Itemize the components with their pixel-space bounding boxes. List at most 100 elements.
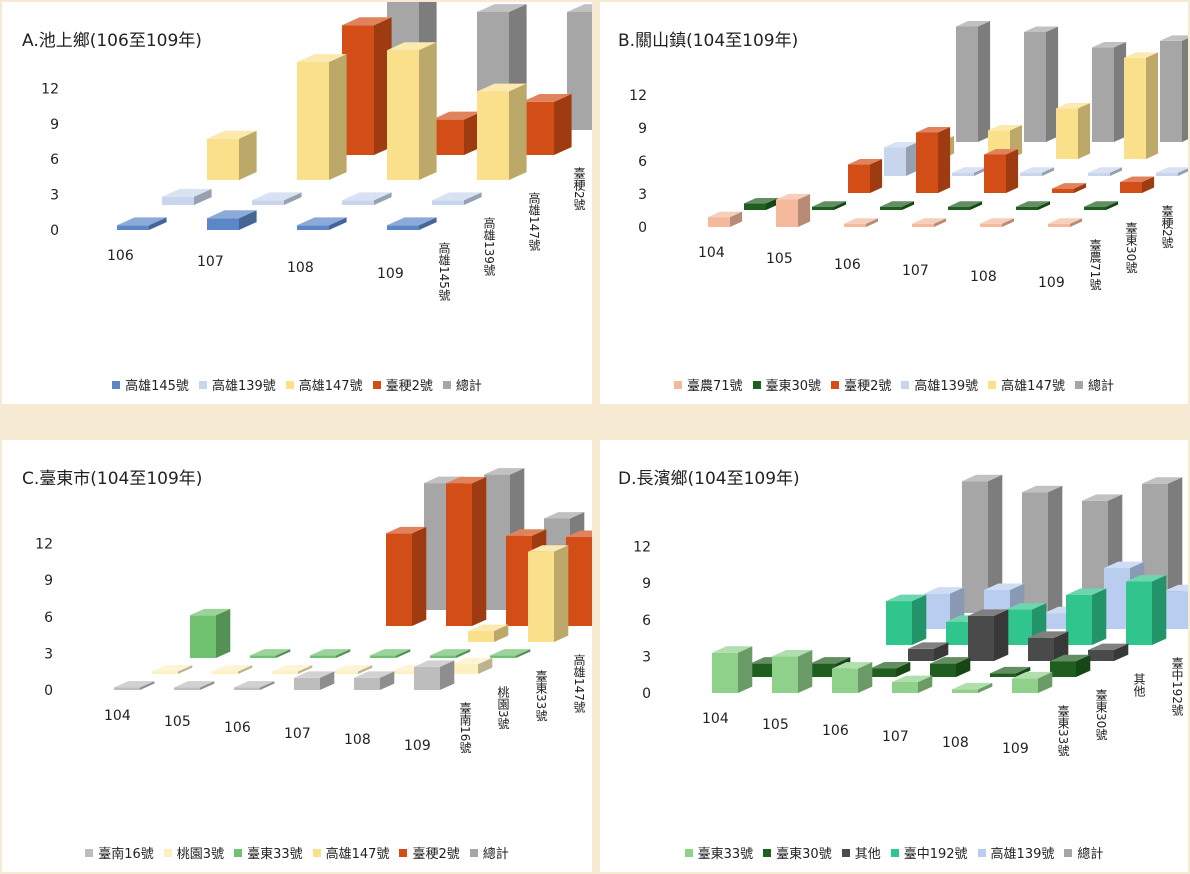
bar <box>984 149 1019 193</box>
legend-item: 總計 <box>469 843 509 862</box>
legend-label: 臺中192號 <box>903 847 968 862</box>
series-axis-label: 高雄147號 <box>572 653 586 714</box>
bar <box>212 665 253 674</box>
bar <box>912 218 947 227</box>
category-label: 105 <box>164 714 191 730</box>
bar <box>1160 35 1188 142</box>
bar <box>962 474 1003 613</box>
category-label: 105 <box>762 717 789 733</box>
legend-swatch <box>890 848 899 857</box>
legend-swatch <box>673 380 682 389</box>
legend-swatch <box>763 848 772 857</box>
legend-item: 臺東30號 <box>752 375 822 394</box>
bar <box>886 594 927 645</box>
bar <box>952 167 987 176</box>
bar <box>848 158 883 193</box>
legend-item: 高雄147號 <box>988 375 1065 394</box>
bar <box>1022 485 1063 613</box>
legend-label: 臺農71號 <box>686 379 743 394</box>
legend-label: 臺稉2號 <box>385 379 433 394</box>
legend-label: 總計 <box>1088 379 1115 394</box>
legend-label: 其他 <box>854 847 881 862</box>
series-axis-label: 高雄139號 <box>482 216 496 277</box>
bar <box>252 192 302 205</box>
chart-c-title: C.臺東市(104至109年) <box>22 469 203 489</box>
legend-label: 臺稉2號 <box>844 379 892 394</box>
ytick-label: 6 <box>44 610 53 626</box>
legend-label: 高雄139號 <box>990 847 1055 862</box>
legend-swatch <box>112 380 121 389</box>
chart-c-plot: 12 9 6 3 0 104 105 106 107 108 109 臺南16號 桃園3號 臺東33號 高雄… <box>35 468 592 754</box>
chart-panel-b: 129630104105106107108109臺農71號臺東30號臺稉2號高雄… <box>600 2 1188 404</box>
bar <box>1088 643 1129 661</box>
bar <box>1124 52 1159 160</box>
ytick-label: 0 <box>44 683 53 699</box>
legend-label: 高雄145號 <box>125 379 189 394</box>
legend-item: 高雄147號 <box>285 375 363 394</box>
bar <box>528 545 569 642</box>
series-axis-label: 臺東30號 <box>1124 221 1138 274</box>
bar <box>1024 26 1059 142</box>
legend-label: 臺東30號 <box>765 379 822 394</box>
series-axis-label: 臺中192號 <box>1170 656 1184 717</box>
chart-panel-a: 12 9 6 3 0 106 107 108 109 高雄145號 高雄139號 高雄147號 臺稉2號… <box>2 2 592 404</box>
bar <box>812 201 847 210</box>
ytick-label: 12 <box>629 88 647 104</box>
ytick-label: 9 <box>638 121 647 137</box>
ytick-label: 9 <box>50 117 59 133</box>
chart-b-title: B.關山鎮(104至109年) <box>618 31 799 51</box>
ytick-label: 12 <box>35 537 53 553</box>
bar <box>1052 183 1087 193</box>
bar <box>152 665 193 674</box>
chart-d-title: D.長濱鄉(104至109年) <box>618 469 800 489</box>
category-label: 104 <box>104 708 131 724</box>
bar <box>892 675 933 693</box>
legend-item: 臺中192號 <box>890 843 968 862</box>
legend-label: 高雄147號 <box>325 847 390 862</box>
ytick-label: 6 <box>50 152 59 168</box>
legend-label: 總計 <box>455 379 482 394</box>
series-axis-label: 臺稉2號 <box>572 166 586 212</box>
bar <box>1084 201 1119 210</box>
bar <box>712 646 753 693</box>
legend-item: 其他 <box>841 843 881 862</box>
category-label: 107 <box>284 726 311 742</box>
legend-item: 桃園3號 <box>163 843 224 862</box>
bar <box>387 217 437 230</box>
chart-panel-d: 12 9 6 3 0 104 105 106 107 108 109 臺東33號 臺東30號 其他 臺中19… <box>600 440 1188 872</box>
bar <box>342 192 392 205</box>
bar <box>844 218 879 227</box>
bar <box>234 681 275 690</box>
bar <box>1088 167 1123 176</box>
bar <box>297 217 347 230</box>
series-axis-label: 臺稉2號 <box>1160 204 1174 250</box>
legend-label: 高雄139號 <box>914 379 979 394</box>
bar <box>744 197 779 210</box>
bar <box>477 83 527 180</box>
legend-item: 高雄139號 <box>901 375 978 394</box>
bar <box>370 649 411 658</box>
legend-label: 高雄147號 <box>1001 379 1065 394</box>
legend-item: 臺稉2號 <box>399 843 460 862</box>
category-label: 104 <box>698 245 725 261</box>
bar <box>930 657 971 677</box>
category-label: 108 <box>287 260 314 276</box>
bar <box>1126 575 1167 645</box>
bar <box>870 662 911 677</box>
legend-swatch <box>1075 380 1083 389</box>
ytick-label: 9 <box>44 573 53 589</box>
legend-item: 總計 <box>1064 843 1103 862</box>
legend-item: 高雄147號 <box>312 843 390 862</box>
legend-item: 臺東33號 <box>684 843 753 862</box>
bar <box>1020 167 1055 176</box>
bar <box>1028 631 1069 661</box>
bar <box>114 681 155 690</box>
legend-label: 總計 <box>482 847 509 862</box>
legend-item: 臺東33號 <box>234 843 303 862</box>
bar <box>832 662 873 693</box>
category-label: 106 <box>107 248 134 264</box>
series-axis-label: 臺農71號 <box>1088 238 1102 291</box>
legend-swatch <box>234 848 243 857</box>
legend-item: 總計 <box>442 375 482 394</box>
bar <box>908 642 949 661</box>
